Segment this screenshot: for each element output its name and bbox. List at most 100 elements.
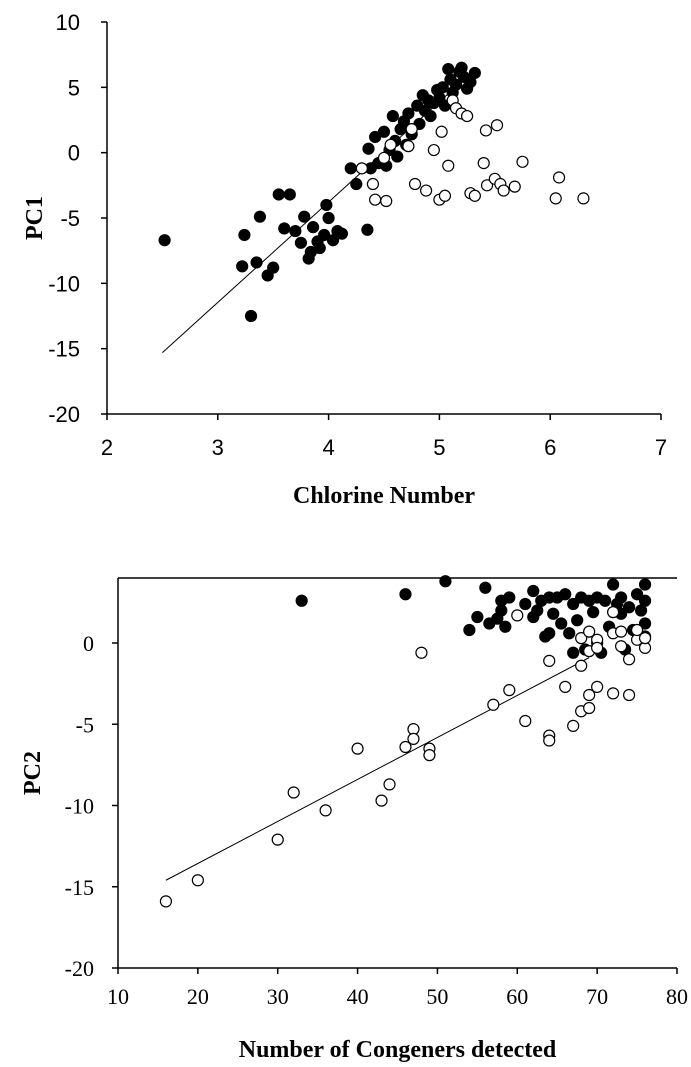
open-data-point — [567, 719, 580, 732]
filled-data-point — [463, 623, 476, 637]
filled-data-point — [519, 597, 532, 611]
y-tick-label: 0 — [83, 631, 94, 656]
y-tick-label: -5 — [60, 206, 80, 231]
open-data-point — [427, 143, 440, 157]
chart-pc1-vs-chlorine: 10 5 0 -5 -10 -15 -20 2 3 4 5 6 7 Chlorine Number PC1 — [22, 10, 667, 509]
open-data-point — [503, 684, 516, 697]
y-tick-label: -15 — [65, 875, 94, 900]
filled-data-point — [439, 575, 452, 588]
filled-data-point — [306, 221, 320, 234]
open-data-point — [487, 698, 500, 711]
open-data-point — [543, 654, 556, 667]
filled-data-point — [369, 130, 382, 144]
open-data-point — [355, 162, 368, 175]
x-tick-label: 2 — [101, 435, 113, 460]
open-data-point — [438, 189, 452, 202]
filled-data-point — [424, 109, 437, 123]
filled-data-point — [563, 627, 576, 640]
filled-data-point — [289, 224, 302, 238]
open-data-point — [638, 632, 652, 645]
filled-data-point — [571, 614, 584, 627]
open-data-point — [607, 606, 620, 619]
y-tick-label: -15 — [48, 337, 80, 362]
filled-data-point — [272, 188, 285, 201]
open-data-point — [583, 625, 596, 638]
open-data-point — [543, 734, 556, 747]
filled-data-point — [587, 606, 600, 619]
x-tick-label: 10 — [107, 984, 129, 1009]
filled-data-point — [294, 236, 307, 249]
filled-data-point — [386, 109, 399, 123]
open-data-point — [575, 659, 588, 672]
open-data-point — [497, 184, 510, 197]
open-data-point — [369, 193, 382, 206]
filled-data-point — [527, 584, 540, 598]
open-data-point — [549, 192, 562, 205]
open-data-point — [442, 159, 455, 172]
open-data-point — [511, 609, 524, 622]
open-data-point — [583, 701, 596, 715]
filled-data-point — [567, 597, 580, 611]
filled-data-point — [350, 177, 363, 191]
open-data-point — [435, 125, 448, 138]
filled-data-point — [559, 588, 572, 601]
filled-data-point — [320, 198, 333, 212]
open-data-point — [423, 749, 436, 762]
open-data-point — [583, 688, 596, 702]
trend-line — [165, 657, 590, 881]
open-data-point — [271, 833, 284, 846]
filled-data-point — [599, 594, 612, 607]
filled-data-point — [158, 234, 171, 247]
open-data-point — [407, 732, 420, 745]
filled-data-point — [471, 610, 484, 624]
x-tick-label: 7 — [655, 435, 667, 460]
x-tick-label: 3 — [212, 435, 224, 460]
open-data-point — [461, 109, 474, 123]
open-data-point — [420, 184, 433, 197]
filled-data-point — [391, 150, 404, 163]
filled-data-point — [298, 210, 311, 223]
filled-data-point — [638, 617, 652, 630]
filled-data-point — [614, 591, 628, 604]
open-data-point — [159, 895, 173, 908]
open-data-point — [479, 124, 493, 137]
filled-data-point — [250, 256, 263, 269]
y-tick-label: -5 — [76, 712, 94, 737]
x-tick-label: 5 — [433, 435, 445, 460]
open-data-point — [375, 794, 388, 807]
open-data-point — [577, 192, 590, 205]
filled-data-point — [402, 107, 415, 120]
filled-data-point — [567, 646, 580, 659]
open-data-point — [630, 623, 644, 637]
open-data-point — [490, 119, 504, 132]
open-data-point — [408, 177, 422, 191]
filled-data-point — [499, 620, 512, 633]
open-data-point — [468, 189, 481, 202]
x-tick-label: 60 — [506, 984, 528, 1009]
filled-data-point — [442, 62, 455, 76]
x-tick-label: 30 — [267, 984, 289, 1009]
filled-data-point — [322, 211, 335, 225]
open-data-point — [477, 157, 490, 170]
open-data-point — [516, 155, 529, 168]
filled-data-point — [607, 578, 620, 591]
filled-data-point — [313, 241, 326, 255]
open-data-point — [591, 641, 604, 654]
y-axis-label: PC1 — [22, 196, 48, 240]
y-tick-label: -10 — [65, 794, 94, 819]
y-tick-label: 0 — [68, 141, 80, 166]
filled-data-point — [527, 610, 540, 624]
filled-data-point — [295, 594, 308, 607]
filled-data-point — [283, 188, 296, 201]
x-tick-label: 40 — [347, 984, 369, 1009]
filled-data-point — [344, 162, 357, 175]
filled-data-point — [479, 581, 492, 594]
open-data-point — [622, 688, 636, 702]
filled-data-point — [267, 261, 280, 274]
filled-data-point — [253, 210, 267, 223]
y-axis-label: PC2 — [20, 751, 46, 795]
open-data-point — [575, 632, 588, 645]
open-data-point — [351, 742, 364, 755]
open-data-point — [614, 625, 628, 638]
x-tick-label: 80 — [666, 984, 688, 1009]
